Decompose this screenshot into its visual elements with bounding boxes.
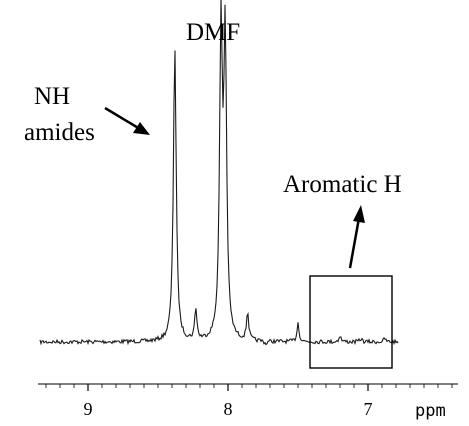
nh-annotation-line1: NH xyxy=(34,83,70,110)
x-tick-label-8: 8 xyxy=(224,399,233,419)
x-axis-major-ticks xyxy=(87,384,369,391)
aromatic-region-box xyxy=(309,275,393,369)
dmf-annotation: DMF xyxy=(186,19,240,46)
nh-arrow xyxy=(104,106,150,135)
x-tick-label-9: 9 xyxy=(84,399,93,419)
x-axis-minor-ticks xyxy=(45,384,453,388)
aromatic-arrow xyxy=(348,205,365,269)
nh-annotation-line2: amides xyxy=(24,119,95,146)
aromatic-annotation: Aromatic H xyxy=(283,171,402,198)
x-axis-label: ppm xyxy=(415,401,446,421)
spectrum-trace xyxy=(39,0,399,346)
x-tick-label-7: 7 xyxy=(364,399,373,419)
